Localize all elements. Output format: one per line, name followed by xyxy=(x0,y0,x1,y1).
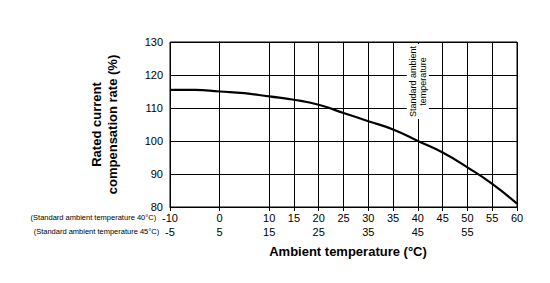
svg-text:100: 100 xyxy=(145,135,163,147)
svg-text:15: 15 xyxy=(288,212,300,224)
svg-text:25: 25 xyxy=(313,226,325,238)
svg-text:35: 35 xyxy=(387,212,399,224)
svg-text:10: 10 xyxy=(263,212,275,224)
svg-text:25: 25 xyxy=(337,212,349,224)
svg-text:20: 20 xyxy=(313,212,325,224)
svg-text:15: 15 xyxy=(263,226,275,238)
svg-text:Standard ambient: Standard ambient xyxy=(408,46,418,118)
svg-text:5: 5 xyxy=(217,226,223,238)
svg-text:(Standard ambient temperature: (Standard ambient temperature 40°C) xyxy=(31,213,157,222)
svg-text:Ambient temperature (°C): Ambient temperature (°C) xyxy=(269,244,427,259)
svg-text:0: 0 xyxy=(217,212,223,224)
svg-text:130: 130 xyxy=(145,36,163,48)
svg-text:temperature: temperature xyxy=(418,57,428,106)
svg-text:(Standard ambient temperature: (Standard ambient temperature 45°C) xyxy=(34,227,160,236)
svg-text:-10: -10 xyxy=(162,212,178,224)
svg-text:45: 45 xyxy=(412,226,424,238)
svg-text:45: 45 xyxy=(437,212,449,224)
svg-text:compensation rate (%): compensation rate (%) xyxy=(105,55,120,194)
svg-text:110: 110 xyxy=(145,102,163,114)
svg-text:80: 80 xyxy=(150,201,163,213)
svg-text:Rated current: Rated current xyxy=(89,82,104,167)
svg-text:90: 90 xyxy=(151,168,163,180)
svg-text:55: 55 xyxy=(486,212,498,224)
svg-text:40: 40 xyxy=(412,212,424,224)
svg-text:60: 60 xyxy=(511,212,523,224)
svg-text:30: 30 xyxy=(362,212,374,224)
svg-text:120: 120 xyxy=(145,69,163,81)
svg-text:35: 35 xyxy=(362,226,374,238)
svg-text:-5: -5 xyxy=(165,226,175,238)
svg-text:55: 55 xyxy=(461,226,473,238)
svg-text:50: 50 xyxy=(461,212,473,224)
